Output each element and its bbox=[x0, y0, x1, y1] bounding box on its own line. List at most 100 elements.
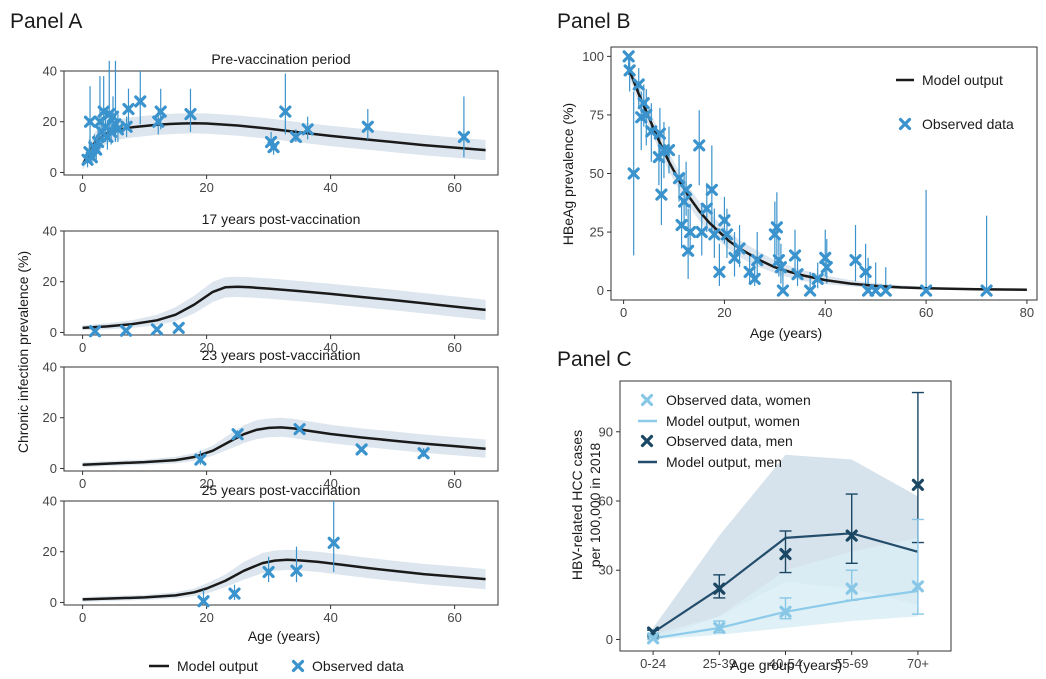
observed-point bbox=[720, 228, 734, 241]
x-tick-label: 70+ bbox=[907, 656, 929, 671]
observed-point-stroke bbox=[97, 105, 110, 118]
observed-point-stroke bbox=[684, 225, 697, 239]
y-tick-label: 60 bbox=[599, 494, 613, 509]
observed-point bbox=[980, 284, 993, 297]
women-observed-point bbox=[845, 582, 858, 595]
subplot-title: 25 years post-vaccination bbox=[202, 482, 361, 498]
legend-cross-stroke bbox=[898, 117, 912, 131]
observed-point-stroke bbox=[361, 120, 374, 133]
observed-point-stroke bbox=[172, 321, 185, 334]
observed-point-stroke bbox=[228, 587, 241, 600]
women-observed-point-stroke bbox=[911, 580, 925, 593]
y-tick-label: 0 bbox=[50, 165, 57, 180]
observed-point-stroke bbox=[289, 130, 302, 144]
observed-point-stroke bbox=[675, 218, 688, 232]
observed-point-stroke bbox=[708, 228, 721, 241]
observed-point bbox=[301, 123, 314, 136]
x-tick-label: 55-69 bbox=[835, 656, 868, 671]
observed-point bbox=[713, 265, 726, 278]
legend-c-men-observed-marker bbox=[640, 434, 654, 448]
observed-point bbox=[718, 214, 731, 227]
observed-point bbox=[774, 261, 787, 274]
observed-point bbox=[417, 447, 430, 460]
observed-point bbox=[700, 202, 713, 215]
observed-point bbox=[811, 272, 824, 286]
observed-point-stroke bbox=[819, 251, 832, 264]
observed-point bbox=[194, 453, 207, 466]
y-tick-label: 75 bbox=[590, 107, 604, 122]
legend-c-women-model-label: Model output, women bbox=[666, 413, 800, 429]
legend-c-men-model-label: Model output, men bbox=[666, 454, 782, 470]
x-tick-label: 60 bbox=[447, 180, 461, 195]
observed-point bbox=[119, 324, 133, 337]
y-tick-label: 40 bbox=[43, 360, 57, 375]
x-tick-label: 20 bbox=[199, 610, 213, 625]
observed-point bbox=[172, 321, 185, 334]
observed-point bbox=[122, 102, 135, 116]
observed-point-stroke bbox=[653, 127, 667, 140]
y-tick-label: 40 bbox=[43, 494, 57, 509]
observed-point bbox=[83, 115, 97, 128]
observed-point-stroke bbox=[134, 95, 147, 108]
observed-point bbox=[751, 254, 764, 267]
y-tick-label: 50 bbox=[590, 166, 604, 181]
observed-point-stroke bbox=[774, 261, 787, 274]
observed-point-stroke bbox=[355, 443, 368, 456]
observed-point bbox=[869, 284, 882, 297]
x-tick-label: 0 bbox=[620, 305, 627, 320]
panel-b-legend: Model output Observed data bbox=[896, 72, 1014, 132]
men-observed-point bbox=[779, 547, 792, 561]
observed-point bbox=[228, 587, 241, 600]
men-observed-point-stroke bbox=[911, 478, 925, 491]
panel-a-ylabel: Chronic infection prevalence (%) bbox=[15, 251, 31, 453]
model-line bbox=[82, 426, 486, 466]
panel-a-label: Panel A bbox=[10, 10, 82, 33]
panel-c-xlabel: Age group (years) bbox=[730, 657, 842, 673]
legend-cross-stroke bbox=[291, 659, 305, 673]
observed-point-stroke bbox=[632, 78, 645, 91]
observed-point-stroke bbox=[700, 202, 713, 215]
observed-point-stroke bbox=[682, 244, 695, 257]
observed-point-stroke bbox=[150, 323, 164, 336]
observed-point bbox=[859, 265, 872, 278]
observed-point bbox=[879, 284, 892, 297]
observed-point-stroke bbox=[184, 108, 197, 121]
observed-point bbox=[150, 323, 164, 336]
y-tick-label: 40 bbox=[43, 224, 57, 239]
observed-point-stroke bbox=[105, 125, 118, 138]
men-observed-point-stroke bbox=[779, 547, 792, 561]
model-line bbox=[81, 122, 486, 166]
panel-c-legend: Observed data, women Model output, women… bbox=[638, 392, 811, 470]
observed-point-stroke bbox=[804, 284, 817, 297]
observed-point bbox=[290, 564, 303, 577]
x-tick-label: 0-24 bbox=[640, 656, 666, 671]
observed-point-stroke bbox=[705, 183, 718, 196]
observed-point-stroke bbox=[820, 261, 833, 274]
x-tick-label: 0 bbox=[79, 340, 86, 355]
observed-point-stroke bbox=[770, 221, 783, 234]
observed-point bbox=[640, 108, 653, 122]
women-observed-point bbox=[911, 580, 925, 593]
observed-point-stroke bbox=[695, 225, 708, 239]
observed-point-stroke bbox=[728, 251, 741, 264]
observed-point-stroke bbox=[879, 284, 892, 297]
men-observed-point-stroke bbox=[845, 529, 858, 542]
observed-point bbox=[457, 130, 470, 144]
observed-point-stroke bbox=[154, 105, 167, 118]
subplot-title: 23 years post-vaccination bbox=[202, 347, 361, 363]
women-observed-point bbox=[713, 621, 726, 635]
observed-point bbox=[693, 139, 706, 152]
model-ribbon bbox=[82, 276, 486, 331]
legend-b-observed-data-label: Observed data bbox=[922, 116, 1014, 132]
x-tick-label: 60 bbox=[447, 340, 461, 355]
legend-observed-data-label: Observed data bbox=[312, 658, 404, 674]
observed-point bbox=[678, 195, 691, 208]
subplot-title: Pre-vaccination period bbox=[211, 51, 350, 67]
x-tick-label: 25-39 bbox=[703, 656, 736, 671]
observed-point bbox=[327, 536, 340, 549]
women-observed-point-stroke bbox=[713, 621, 726, 635]
model-line bbox=[82, 285, 486, 330]
observed-point bbox=[134, 95, 147, 108]
